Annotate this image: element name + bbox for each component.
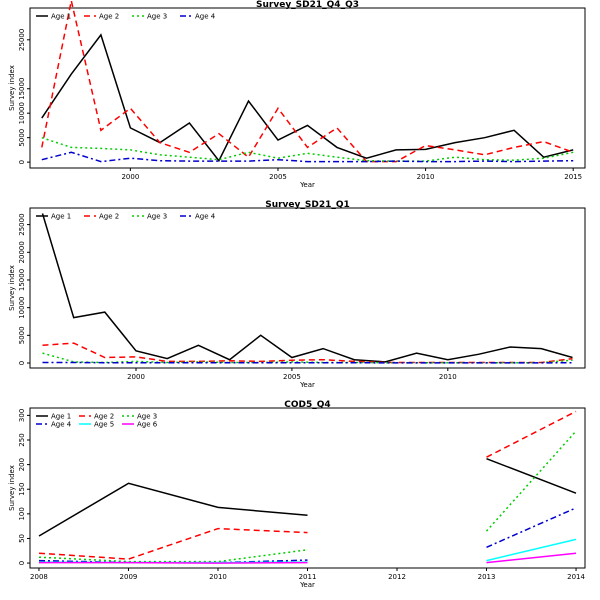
- series-line-age-6: [486, 552, 577, 564]
- legend-label: Age 6: [137, 421, 158, 429]
- y-tick-label: 5000: [18, 326, 26, 344]
- series-line-age-4: [486, 507, 577, 548]
- x-axis-label: Year: [299, 381, 315, 389]
- y-tick-label: 10000: [18, 297, 26, 319]
- series-line-age-4: [41, 151, 574, 163]
- series-line-age-2: [38, 527, 308, 560]
- y-tick-label: 250: [18, 433, 26, 446]
- legend-label: Age 3: [147, 213, 167, 221]
- x-tick-label: 2005: [283, 373, 301, 381]
- y-tick-label: 0: [18, 561, 26, 565]
- plot-frame-2: [29, 207, 586, 369]
- y-axis-label: Survey index: [8, 65, 16, 111]
- y-tick-label: 5000: [18, 129, 26, 147]
- legend-label: Age 2: [99, 213, 119, 221]
- series-line-age-2: [41, 0, 574, 163]
- y-axis-label: Survey index: [8, 465, 16, 511]
- legend-label: Age 2: [99, 13, 119, 21]
- y-tick-label: 200: [18, 458, 26, 471]
- series-line-age-1: [38, 482, 308, 537]
- y-tick-label: 25000: [18, 29, 26, 51]
- legend-label: Age 2: [94, 413, 114, 421]
- legend-label: Age 3: [137, 413, 157, 421]
- x-tick-label: 2000: [121, 173, 139, 181]
- y-tick-label: 100: [18, 507, 26, 520]
- y-tick-label: 0: [18, 361, 26, 365]
- legend-label: Age 5: [94, 421, 114, 429]
- x-tick-label: 2008: [30, 573, 48, 581]
- chart-title-2: Survey_SD21_Q1: [265, 200, 350, 210]
- y-tick-label: 15000: [18, 269, 26, 291]
- series-line-age-3: [485, 430, 577, 532]
- y-tick-label: 50: [18, 534, 26, 543]
- x-axis-label: Year: [299, 181, 315, 189]
- chart-title-1: Survey_SD21_Q4_Q3: [256, 0, 359, 10]
- plot-frame-1: [29, 7, 586, 169]
- y-tick-label: 20000: [18, 241, 26, 263]
- x-tick-label: 2009: [120, 573, 138, 581]
- legend-label: Age 4: [195, 213, 216, 221]
- legend-label: Age 4: [195, 13, 216, 21]
- x-tick-label: 2012: [388, 573, 406, 581]
- legend-label: Age 1: [51, 213, 71, 221]
- y-axis-label: Survey index: [8, 265, 16, 311]
- series-line-age-3: [41, 136, 574, 162]
- series-line-age-5: [486, 538, 577, 562]
- y-tick-label: 150: [18, 483, 26, 496]
- legend-label: Age 4: [51, 421, 72, 429]
- series-line-age-1: [41, 33, 574, 163]
- y-tick-label: 15000: [18, 78, 26, 100]
- series-line-age-2: [486, 410, 577, 458]
- x-tick-label: 2000: [127, 373, 145, 381]
- legend-label: Age 3: [147, 13, 167, 21]
- y-tick-label: 25000: [18, 213, 26, 235]
- legend-label: Age 1: [51, 413, 71, 421]
- series-line-age-2: [42, 342, 573, 364]
- series-line-age-3: [42, 352, 573, 364]
- plot-frame-3: [29, 407, 586, 569]
- chart-title-3: COD5_Q4: [284, 400, 330, 410]
- x-tick-label: 2011: [299, 573, 317, 581]
- y-tick-label: 10000: [18, 102, 26, 124]
- x-tick-label: 2010: [417, 173, 435, 181]
- x-tick-label: 2005: [269, 173, 287, 181]
- y-tick-label: 0: [18, 160, 26, 164]
- x-tick-label: 2010: [439, 373, 457, 381]
- series-line-age-1: [486, 458, 577, 494]
- x-tick-label: 2014: [567, 573, 585, 581]
- series-line-age-6: [39, 561, 308, 564]
- x-tick-label: 2015: [564, 173, 582, 181]
- x-tick-label: 2010: [209, 573, 227, 581]
- y-tick-label: 300: [18, 409, 26, 422]
- x-axis-label: Year: [299, 581, 315, 589]
- legend-label: Age 1: [51, 13, 71, 21]
- series-line-age-1: [41, 213, 573, 363]
- x-tick-label: 2013: [478, 573, 496, 581]
